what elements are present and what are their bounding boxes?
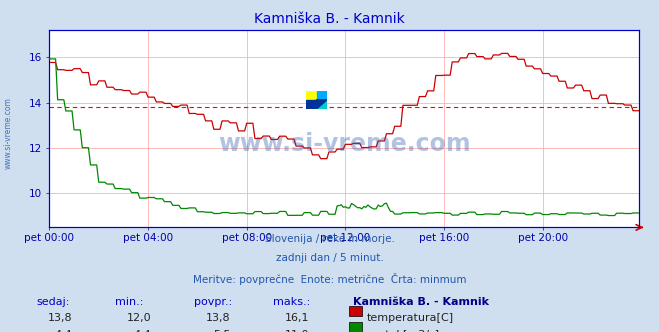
Bar: [306, 100, 316, 109]
Bar: [316, 91, 327, 100]
Text: www.si-vreme.com: www.si-vreme.com: [3, 97, 13, 169]
Text: povpr.:: povpr.:: [194, 297, 233, 307]
Text: sedaj:: sedaj:: [36, 297, 70, 307]
Text: Kamniška B. - Kamnik: Kamniška B. - Kamnik: [353, 297, 488, 307]
Text: 4,4: 4,4: [134, 330, 152, 332]
Text: 13,8: 13,8: [48, 313, 72, 323]
Text: 5,5: 5,5: [213, 330, 231, 332]
Text: 4,4: 4,4: [55, 330, 72, 332]
Text: 11,0: 11,0: [285, 330, 310, 332]
Text: www.si-vreme.com: www.si-vreme.com: [218, 132, 471, 156]
Text: 13,8: 13,8: [206, 313, 231, 323]
Text: min.:: min.:: [115, 297, 144, 307]
Text: Meritve: povprečne  Enote: metrične  Črta: minmum: Meritve: povprečne Enote: metrične Črta:…: [192, 273, 467, 285]
Text: maks.:: maks.:: [273, 297, 311, 307]
Polygon shape: [316, 100, 327, 109]
Bar: [316, 100, 327, 109]
Text: Slovenija / reke in morje.: Slovenija / reke in morje.: [264, 234, 395, 244]
Text: zadnji dan / 5 minut.: zadnji dan / 5 minut.: [275, 253, 384, 263]
Text: Kamniška B. - Kamnik: Kamniška B. - Kamnik: [254, 12, 405, 26]
Text: pretok[m3/s]: pretok[m3/s]: [367, 330, 439, 332]
Text: temperatura[C]: temperatura[C]: [367, 313, 454, 323]
Text: 12,0: 12,0: [127, 313, 152, 323]
Text: 16,1: 16,1: [285, 313, 310, 323]
Bar: [306, 91, 316, 100]
